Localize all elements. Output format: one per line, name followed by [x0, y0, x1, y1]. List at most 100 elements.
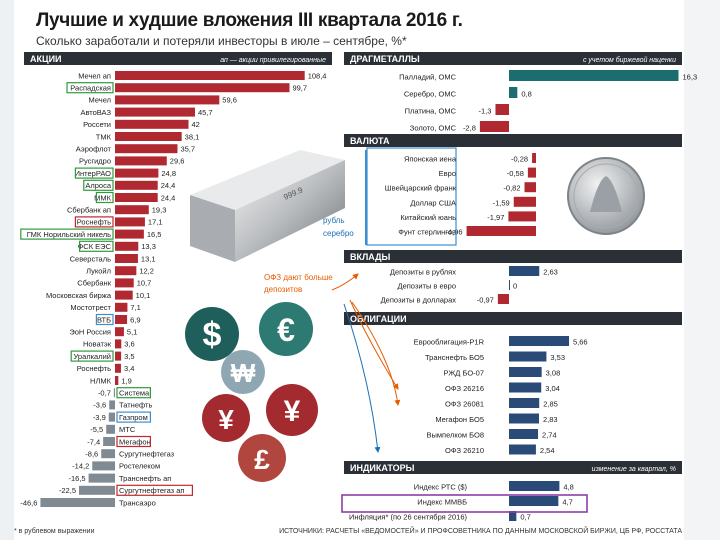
stocks-value-label: 108,4: [308, 71, 327, 80]
stocks-value-label: 19,3: [152, 206, 167, 215]
bonds-value-label: 2,83: [543, 415, 558, 424]
stocks-label-highlight: [116, 435, 152, 448]
stocks-bar: [115, 95, 220, 105]
stocks-category-label: Россети: [83, 120, 111, 129]
stocks-value-label: 5,1: [127, 328, 137, 337]
deposits-category-label: Депозиты в долларах: [381, 296, 457, 305]
left-margin-strip: [0, 0, 14, 540]
stocks-category-label: Северсталь: [70, 254, 111, 263]
currency-value-label: -1,59: [493, 198, 510, 207]
stocks-label-highlight: [95, 191, 114, 204]
indicators-highlight-box: [341, 494, 588, 513]
stocks-bar: [109, 400, 115, 410]
stocks-label-highlight: [20, 228, 114, 240]
yen-sign-right: ¥: [284, 395, 301, 428]
bonds-category-label: Еврооблигация-P1R: [414, 338, 485, 347]
stocks-category-label: ММК: [94, 193, 111, 202]
bonds-value-label: 2,74: [542, 431, 557, 440]
bonds-value-label: 3,04: [545, 384, 560, 393]
stocks-value-label: 99,7: [292, 84, 307, 93]
stocks-bar: [108, 412, 115, 422]
currency-category-label: Доллар США: [410, 198, 456, 207]
stocks-value-label: 29,6: [170, 157, 185, 166]
section-title-stocks: АКЦИИ: [30, 54, 62, 64]
stocks-bar: [115, 351, 122, 361]
stocks-value-label: -22,5: [59, 486, 76, 495]
stocks-value-label: -0,7: [98, 389, 111, 398]
stocks-value-label: 24,4: [161, 181, 176, 190]
currency-value-label: -0,82: [503, 184, 520, 193]
stocks-value-label: 38,1: [185, 132, 200, 141]
bars-layer: Мечел ап 108,4 Распадская 99,7 Мечел 59,6 Авто…: [20, 70, 697, 522]
stocks-bar: [40, 498, 115, 507]
metals-bar: [479, 121, 509, 132]
deposits-value-label: 2,63: [543, 268, 558, 277]
stocks-bar: [115, 119, 189, 129]
stocks-bar: [115, 339, 122, 349]
section-note-stocks: ап — акции привилегированные: [220, 57, 326, 64]
stocks-category-label: Новатэк: [83, 340, 112, 349]
indicators-category-label: Индекс ММВБ: [417, 498, 467, 507]
annotation-ofz-1: ОФЗ дают больше: [264, 273, 333, 282]
stocks-category-label: Аэрофлот: [76, 145, 112, 154]
indicators-bar: [509, 481, 560, 491]
indicators-value-label: 4,8: [563, 483, 573, 492]
stocks-bar: [115, 266, 137, 276]
bonds-value-label: 3,08: [546, 369, 561, 378]
stocks-value-label: -46,6: [20, 498, 37, 507]
stocks-category-label: МТС: [119, 425, 136, 434]
stocks-category-label: Система: [119, 389, 150, 398]
stocks-value-label: -3,9: [93, 413, 106, 422]
section-title-metals: ДРАГМЕТАЛЛЫ: [350, 54, 420, 64]
currency-bar: [466, 226, 536, 236]
footer-sources: ИСТОЧНИКИ: РАСЧЕТЫ «ВЕДОМОСТЕЙ» И ПРОФСО…: [279, 526, 682, 535]
section-header-currency: ВАЛЮТА: [344, 134, 682, 147]
euro-coin-icon: [259, 302, 313, 356]
metals-value-label: 16,3: [683, 73, 698, 82]
currency-bar: [513, 196, 536, 207]
bonds-bar: [509, 336, 569, 346]
indicators-bar: [509, 496, 559, 506]
stocks-label-highlight: [74, 167, 114, 179]
stocks-label-highlight: [83, 179, 114, 191]
stocks-category-label: Русгидро: [79, 157, 111, 166]
currency-bar: [508, 211, 536, 222]
stocks-bar: [115, 315, 128, 324]
currency-highlight-line: [365, 150, 367, 245]
bonds-bar: [509, 429, 539, 439]
currency-category-label: Китайский юань: [400, 213, 456, 222]
stocks-bar: [88, 473, 115, 483]
deposits-category-label: Депозиты в рублях: [390, 268, 456, 277]
stocks-value-label: 42: [192, 120, 200, 129]
stocks-bar: [113, 388, 115, 398]
currency-bar: [527, 167, 536, 178]
bonds-category-label: ОФЗ 26216: [445, 384, 484, 393]
stocks-value-label: 17,1: [148, 218, 163, 227]
deposits-category-label: Депозиты в евро: [397, 282, 456, 291]
currency-highlight-box: [366, 147, 457, 246]
stocks-bar: [79, 485, 115, 495]
stocks-value-label: -16,5: [68, 474, 85, 483]
stocks-value-label: 45,7: [198, 108, 213, 117]
indicators-category-label: Индекс РТС ($): [414, 483, 468, 492]
bonds-category-label: ОФЗ 26081: [445, 400, 484, 409]
currency-bar: [524, 182, 536, 193]
stocks-bar: [115, 376, 119, 385]
stocks-value-label: 59,6: [222, 96, 237, 105]
stocks-value-label: 6,9: [130, 315, 140, 324]
stocks-category-label: ВТБ: [97, 315, 111, 324]
stocks-category-label: Мостотрест: [70, 303, 111, 312]
metals-category-label: Золото, ОМС: [410, 124, 457, 133]
stocks-label-highlight: [95, 313, 114, 326]
annotation-ruble-silver-1: рубль: [323, 216, 345, 225]
stocks-bar: [115, 180, 158, 190]
stocks-category-label: ФСК ЕЭС: [78, 242, 112, 251]
currency-bar: [532, 153, 536, 163]
stocks-bar: [115, 132, 182, 141]
stocks-value-label: -8,6: [85, 450, 98, 459]
stocks-bar: [115, 302, 128, 312]
dollar-coin-icon: [185, 307, 239, 361]
stocks-value-label: -3,6: [93, 401, 106, 410]
stocks-category-label: Газпром: [119, 413, 148, 422]
